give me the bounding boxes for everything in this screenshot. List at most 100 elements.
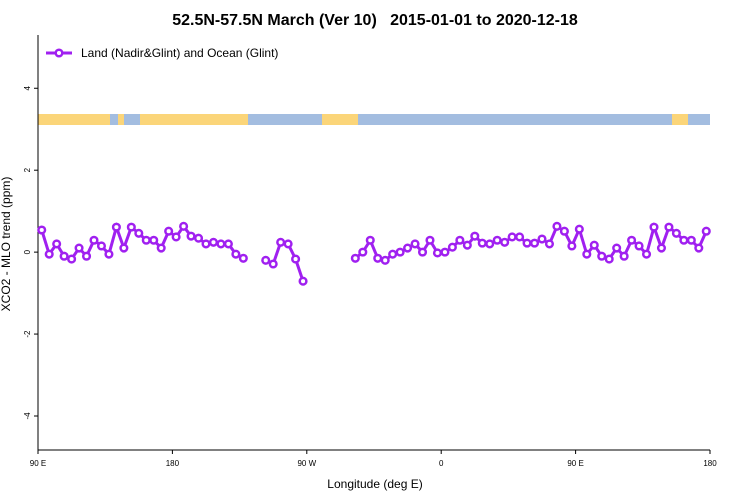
data-point bbox=[500, 237, 510, 247]
data-point bbox=[268, 259, 278, 269]
data-point bbox=[186, 231, 196, 241]
legend-label: Land (Nadir&Glint) and Ocean (Glint) bbox=[81, 46, 278, 60]
data-point bbox=[440, 247, 450, 257]
data-point bbox=[223, 239, 233, 249]
data-point bbox=[410, 239, 420, 249]
data-point bbox=[111, 222, 121, 232]
y-tick-label: 2 bbox=[23, 167, 32, 172]
data-point bbox=[208, 237, 219, 247]
data-point bbox=[492, 235, 502, 245]
y-tick-label: -4 bbox=[23, 412, 32, 420]
data-point bbox=[664, 222, 674, 232]
data-point bbox=[559, 226, 569, 236]
data-point bbox=[298, 276, 308, 286]
data-point bbox=[597, 251, 607, 261]
data-point bbox=[216, 239, 226, 249]
data-point bbox=[380, 255, 390, 265]
data-point bbox=[604, 254, 614, 264]
data-point bbox=[104, 249, 114, 259]
data-point bbox=[649, 222, 659, 232]
data-point bbox=[193, 233, 204, 243]
data-point bbox=[455, 235, 465, 245]
x-tick-label: 180 bbox=[166, 459, 180, 468]
data-point bbox=[201, 239, 211, 249]
data-point bbox=[485, 239, 495, 249]
data-point bbox=[462, 240, 472, 250]
data-point bbox=[74, 243, 84, 253]
data-point bbox=[627, 235, 637, 245]
land-band bbox=[38, 114, 110, 125]
data-point bbox=[537, 234, 547, 244]
data-point bbox=[522, 238, 532, 248]
x-tick-label: 180 bbox=[703, 459, 717, 468]
data-point bbox=[37, 225, 47, 235]
data-point bbox=[291, 254, 301, 264]
data-point bbox=[164, 226, 174, 236]
data-point bbox=[59, 251, 69, 261]
legend-marker bbox=[54, 48, 64, 58]
data-point bbox=[656, 243, 667, 253]
data-point bbox=[283, 239, 293, 249]
x-tick-label: 90 E bbox=[30, 459, 46, 468]
data-point bbox=[574, 224, 584, 234]
data-point bbox=[261, 255, 271, 265]
data-point bbox=[44, 249, 54, 259]
land-band bbox=[672, 114, 688, 125]
data-point bbox=[679, 235, 689, 245]
data-point bbox=[350, 253, 360, 263]
data-point bbox=[582, 249, 592, 259]
chart-title: 52.5N-57.5N March (Ver 10) 2015-01-01 to… bbox=[172, 12, 578, 29]
y-tick-label: -2 bbox=[23, 330, 32, 338]
ocean-band bbox=[38, 114, 710, 125]
data-point bbox=[373, 253, 383, 263]
data-point bbox=[126, 222, 136, 232]
data-point bbox=[529, 238, 540, 248]
data-point bbox=[544, 239, 555, 249]
data-point bbox=[238, 253, 248, 263]
data-point bbox=[365, 235, 375, 245]
data-point bbox=[470, 231, 480, 241]
y-axis-label: XCO2 - MLO trend (ppm) bbox=[0, 177, 13, 312]
data-point bbox=[52, 239, 62, 249]
land-band bbox=[118, 114, 124, 125]
data-point bbox=[179, 221, 189, 231]
data-point bbox=[567, 241, 577, 251]
data-point bbox=[67, 254, 77, 264]
data-point bbox=[156, 243, 166, 253]
data-point bbox=[417, 247, 428, 257]
data-point bbox=[134, 228, 144, 238]
data-point bbox=[432, 248, 443, 258]
data-point bbox=[395, 247, 405, 257]
data-point bbox=[89, 235, 99, 245]
data-point bbox=[96, 241, 107, 251]
data-point bbox=[119, 243, 129, 253]
x-tick-label: 0 bbox=[439, 459, 444, 468]
x-tick-label: 90 E bbox=[567, 459, 583, 468]
data-point bbox=[694, 243, 704, 253]
data-point bbox=[686, 235, 696, 245]
data-point bbox=[515, 232, 525, 242]
y-tick-label: 0 bbox=[23, 249, 32, 254]
data-point bbox=[81, 251, 92, 261]
data-point bbox=[619, 251, 629, 261]
data-point bbox=[552, 221, 562, 231]
data-point bbox=[477, 238, 487, 248]
data-point bbox=[447, 242, 457, 252]
x-axis-label: Longitude (deg E) bbox=[327, 477, 422, 491]
data-point bbox=[149, 235, 159, 245]
data-point bbox=[231, 249, 241, 259]
land-band bbox=[322, 114, 358, 125]
data-point bbox=[641, 249, 652, 259]
data-point bbox=[276, 237, 286, 247]
data-point bbox=[388, 249, 398, 259]
data-point bbox=[671, 228, 681, 238]
land-band bbox=[140, 114, 248, 125]
data-point bbox=[634, 241, 644, 251]
x-tick-label: 90 W bbox=[297, 459, 316, 468]
data-point bbox=[171, 232, 181, 242]
data-point bbox=[701, 226, 711, 236]
data-point bbox=[507, 232, 517, 242]
land-ocean-strip bbox=[38, 114, 710, 125]
y-tick-label: 4 bbox=[23, 85, 32, 90]
